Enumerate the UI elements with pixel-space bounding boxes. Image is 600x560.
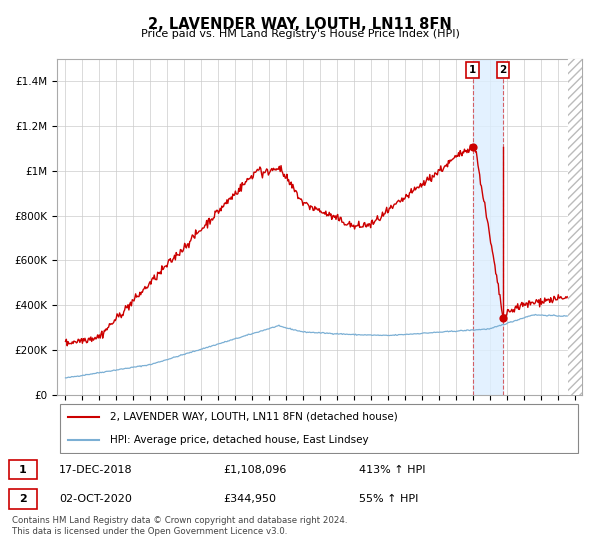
Text: 1: 1 — [469, 65, 476, 75]
Text: Price paid vs. HM Land Registry's House Price Index (HPI): Price paid vs. HM Land Registry's House … — [140, 29, 460, 39]
Bar — [568, 59, 582, 395]
FancyBboxPatch shape — [9, 460, 37, 479]
Point — [468, 142, 478, 151]
Text: HPI: Average price, detached house, East Lindsey: HPI: Average price, detached house, East… — [110, 435, 368, 445]
Text: 1: 1 — [19, 465, 27, 475]
Text: 02-OCT-2020: 02-OCT-2020 — [59, 494, 132, 504]
Point — [498, 313, 508, 322]
Text: 55% ↑ HPI: 55% ↑ HPI — [359, 494, 418, 504]
Text: 2: 2 — [499, 65, 506, 75]
Text: £344,950: £344,950 — [224, 494, 277, 504]
Text: 2, LAVENDER WAY, LOUTH, LN11 8FN (detached house): 2, LAVENDER WAY, LOUTH, LN11 8FN (detach… — [110, 412, 397, 422]
Bar — [568, 59, 582, 395]
Text: 413% ↑ HPI: 413% ↑ HPI — [359, 465, 425, 475]
Text: 17-DEC-2018: 17-DEC-2018 — [59, 465, 133, 475]
Text: 2, LAVENDER WAY, LOUTH, LN11 8FN: 2, LAVENDER WAY, LOUTH, LN11 8FN — [148, 17, 452, 32]
Text: Contains HM Land Registry data © Crown copyright and database right 2024.
This d: Contains HM Land Registry data © Crown c… — [12, 516, 347, 536]
FancyBboxPatch shape — [59, 404, 578, 452]
Text: 2: 2 — [19, 494, 27, 504]
FancyBboxPatch shape — [9, 489, 37, 508]
Bar — [473, 59, 503, 395]
Text: £1,108,096: £1,108,096 — [224, 465, 287, 475]
